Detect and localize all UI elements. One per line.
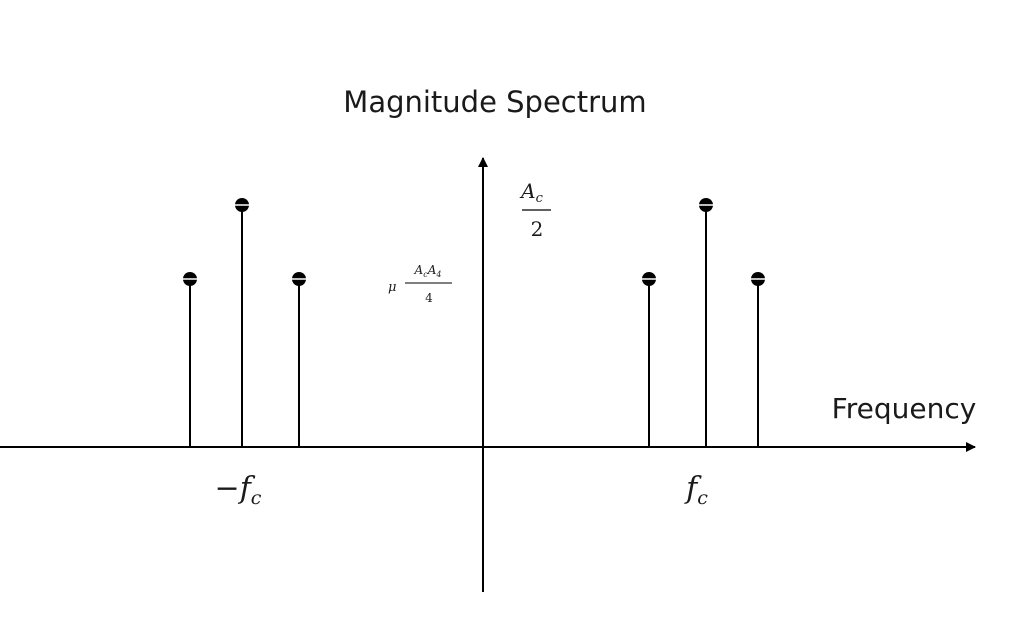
upper-sideband-neg-marker [291,272,307,286]
svg-text:4: 4 [425,291,433,305]
carrier-neg-marker [234,198,250,212]
negative-spectrum [182,198,307,447]
carrier-pos-marker [698,198,714,212]
carrier-pos-label: fc [684,471,708,509]
svg-text:Ac: Ac [519,179,543,206]
upper-sideband-pos-marker [750,272,766,286]
positive-spectrum [641,198,766,447]
lower-sideband-pos-marker [641,272,657,286]
carrier-neg-label: −fc [215,471,262,509]
carrier-level-label: Ac 2 [519,179,551,241]
diagram-title: Magnitude Spectrum [343,85,646,119]
svg-text:2: 2 [531,217,544,241]
frequency-axis-label: Frequency [832,392,977,425]
lower-sideband-neg-marker [182,272,198,286]
sideband-level-label: μ AcA4 4 [388,263,452,305]
svg-text:μ: μ [388,280,396,295]
svg-text:AcA4: AcA4 [414,263,442,279]
